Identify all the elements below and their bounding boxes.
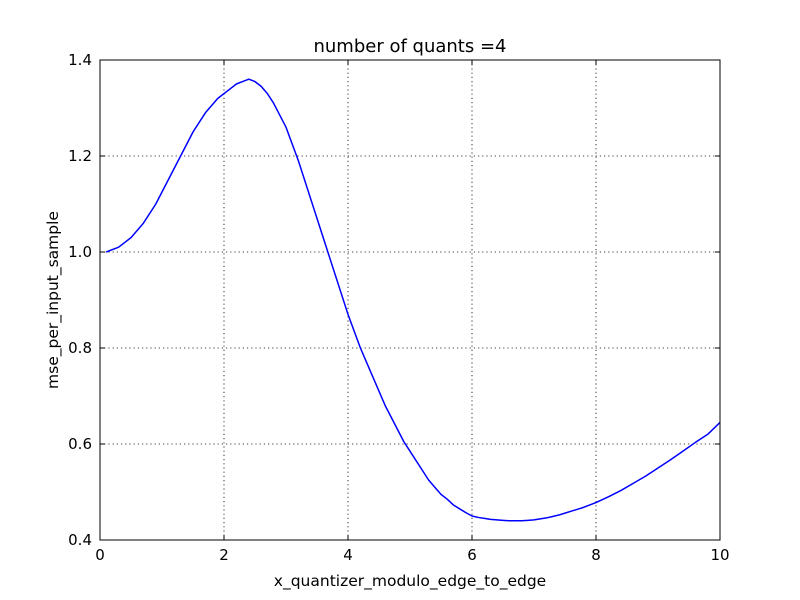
y-tick-label: 1.2 [68, 147, 92, 165]
tick-labels: 0 2 4 6 8 10 0.4 0.6 0.8 1.0 1.2 1.4 [68, 51, 729, 564]
y-tick-label: 0.4 [68, 531, 92, 549]
series-line [105, 78, 721, 522]
x-tick-label: 8 [591, 546, 601, 564]
x-tick-label: 10 [710, 546, 729, 564]
x-tick-label: 2 [219, 546, 229, 564]
plot-frame [99, 59, 721, 541]
ticks [99, 59, 721, 541]
series-layer [105, 78, 721, 522]
y-tick-label: 1.0 [68, 243, 92, 261]
x-tick-label: 0 [95, 546, 105, 564]
y-tick-label: 0.6 [68, 435, 92, 453]
x-axis-label: x_quantizer_modulo_edge_to_edge [274, 572, 546, 591]
grid [100, 60, 720, 540]
y-tick-label: 1.4 [68, 51, 92, 69]
x-tick-label: 6 [467, 546, 477, 564]
y-tick-label: 0.8 [68, 339, 92, 357]
chart-title: number of quants =4 [313, 36, 506, 57]
x-tick-label: 4 [343, 546, 353, 564]
y-axis-label: mse_per_input_sample [44, 211, 63, 389]
